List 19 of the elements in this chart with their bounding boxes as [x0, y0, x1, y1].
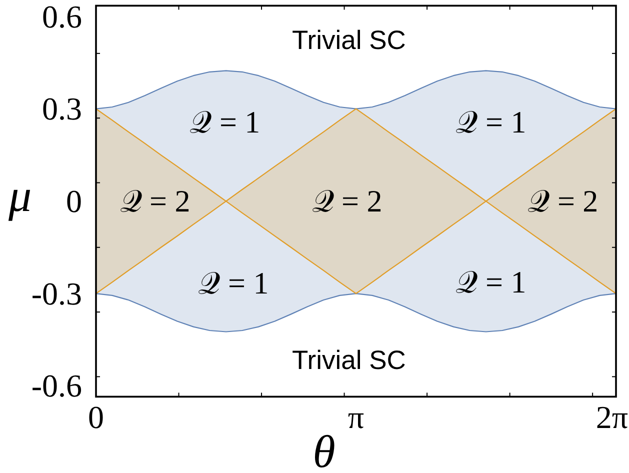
x-tick-label: 0 — [88, 399, 104, 435]
x-tick-label: π — [348, 399, 364, 435]
y-tick-label: 0.6 — [42, 0, 82, 34]
annotation: 𝒬 = 2 — [312, 184, 382, 219]
x-tick-label: 2π — [596, 399, 628, 435]
y-tick-label: 0 — [66, 183, 82, 219]
y-tick-label: -0.3 — [31, 275, 82, 312]
annotation: 𝒬 = 1 — [456, 104, 526, 140]
y-tick-label: -0.6 — [31, 368, 82, 404]
annotation: Trivial SC — [292, 345, 406, 375]
annotation: 𝒬 = 1 — [456, 264, 526, 300]
annotation: 𝒬 = 1 — [190, 104, 260, 140]
y-axis-title: μ — [8, 170, 32, 221]
x-axis-title: θ — [312, 426, 336, 473]
annotation: 𝒬 = 2 — [528, 184, 598, 219]
annotation: 𝒬 = 1 — [198, 266, 269, 301]
annotation: Trivial SC — [292, 25, 406, 56]
annotation: 𝒬 = 2 — [120, 184, 190, 219]
y-tick-label: 0.3 — [42, 90, 82, 127]
